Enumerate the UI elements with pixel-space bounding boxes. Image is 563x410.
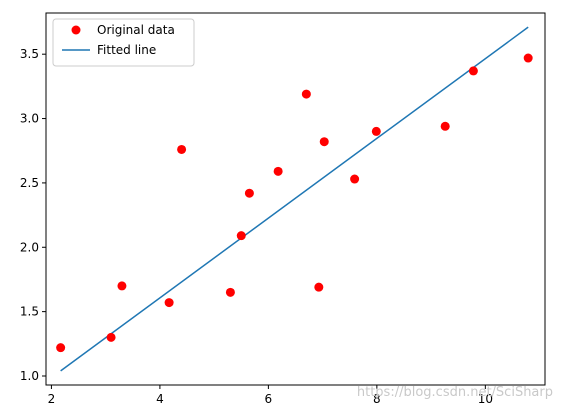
x-tick-label-8: 8 [373, 392, 381, 406]
x-axis-ticks: 2 4 6 8 10 [48, 385, 493, 406]
y-tick-label-3.5: 3.5 [20, 47, 39, 61]
fitted-line-layer [60, 26, 529, 372]
data-point-7 [236, 231, 246, 241]
data-points-layer [56, 53, 533, 353]
legend-label-fitted-line: Fitted line [97, 43, 156, 57]
x-tick-label-2: 2 [48, 392, 56, 406]
y-tick-label-1.0: 1.0 [20, 369, 39, 383]
data-point-10 [301, 89, 311, 99]
data-point-1 [56, 343, 66, 353]
x-tick-label-4: 4 [156, 392, 164, 406]
fitted-line [60, 26, 529, 372]
legend-marker-original-data [71, 25, 81, 35]
y-tick-label-2.0: 2.0 [20, 240, 39, 254]
data-point-11 [314, 282, 324, 292]
data-point-6 [225, 287, 235, 297]
plot-area-frame [45, 12, 546, 386]
data-point-2 [106, 332, 116, 342]
legend-box [52, 18, 195, 67]
x-tick-label-6: 6 [265, 392, 273, 406]
watermark: https://blog.csdn.net/SciSharp [357, 385, 553, 400]
data-point-9 [273, 166, 283, 176]
data-point-16 [468, 66, 478, 76]
data-point-8 [244, 188, 254, 198]
data-point-4 [164, 298, 174, 308]
y-tick-label-1.5: 1.5 [20, 305, 39, 319]
legend: Original data Fitted line [52, 18, 195, 67]
data-point-13 [350, 174, 360, 184]
x-tick-label-10: 10 [478, 392, 493, 406]
data-point-15 [440, 121, 450, 131]
y-tick-label-2.5: 2.5 [20, 176, 39, 190]
legend-label-original-data: Original data [97, 23, 175, 37]
data-point-5 [177, 144, 187, 154]
y-axis-ticks: 1.0 1.5 2.0 2.5 3.0 3.5 [20, 47, 46, 383]
data-point-14 [371, 126, 381, 136]
y-tick-label-3.0: 3.0 [20, 112, 39, 126]
data-point-17 [523, 53, 533, 63]
data-point-3 [117, 281, 127, 291]
data-point-12 [319, 137, 329, 147]
